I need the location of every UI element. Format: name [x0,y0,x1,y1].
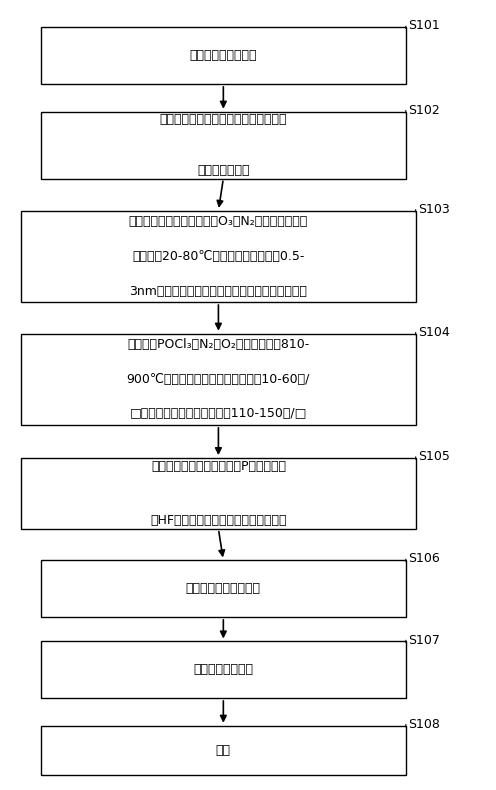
Text: 在硅片正面沉积减反膜: 在硅片正面沉积减反膜 [186,582,261,595]
FancyBboxPatch shape [41,560,406,617]
FancyBboxPatch shape [21,458,416,529]
Text: 在硅片正面印刷磷浆，印刷区域为正面: 在硅片正面印刷磷浆，印刷区域为正面 [160,113,287,126]
Text: S108: S108 [408,718,440,731]
FancyBboxPatch shape [21,211,416,302]
FancyBboxPatch shape [41,641,406,698]
Text: 在HF酸中去除磷硅玻璃和磷浆的残留物: 在HF酸中去除磷硅玻璃和磷浆的残留物 [150,514,287,527]
Text: 在硅片正面形成绒面: 在硅片正面形成绒面 [189,49,257,62]
Text: S105: S105 [418,450,450,463]
Text: 900℃，以使磷浆印刷区域的方阻为10-60欧/: 900℃，以使磷浆印刷区域的方阻为10-60欧/ [126,373,310,386]
Text: S107: S107 [408,634,440,646]
Text: 将硅片进行边缘刻蚀，去除P扩散层，并: 将硅片进行边缘刻蚀，去除P扩散层，并 [151,460,286,473]
Text: 在硅片上印刷电极: 在硅片上印刷电极 [193,664,253,676]
FancyBboxPatch shape [41,28,406,84]
Text: 3nm的二氧化硅层，且所述二氧化硅层不覆盖磷浆: 3nm的二氧化硅层，且所述二氧化硅层不覆盖磷浆 [129,284,308,298]
Text: 电极的覆盖区域: 电极的覆盖区域 [197,164,249,177]
Text: 烧结: 烧结 [216,744,231,757]
FancyBboxPatch shape [21,333,416,425]
Text: S101: S101 [408,20,440,32]
Text: S106: S106 [408,552,440,566]
Text: S103: S103 [418,203,450,216]
Text: S104: S104 [418,325,450,339]
Text: 将硅片放入扩散炉管，通入O₃和N₂的混合气体，温: 将硅片放入扩散炉管，通入O₃和N₂的混合气体，温 [129,215,308,228]
Text: 度控制为20-80℃，以使硅片表面沉积0.5-: 度控制为20-80℃，以使硅片表面沉积0.5- [132,250,305,263]
Text: S102: S102 [408,103,440,117]
Text: □，非磷浆印刷区域的方阻为110-150欧/□: □，非磷浆印刷区域的方阻为110-150欧/□ [130,408,307,420]
Text: 然后通入POCl₃、N₂和O₂，温度控制在810-: 然后通入POCl₃、N₂和O₂，温度控制在810- [127,338,310,351]
FancyBboxPatch shape [41,726,406,775]
FancyBboxPatch shape [41,111,406,179]
